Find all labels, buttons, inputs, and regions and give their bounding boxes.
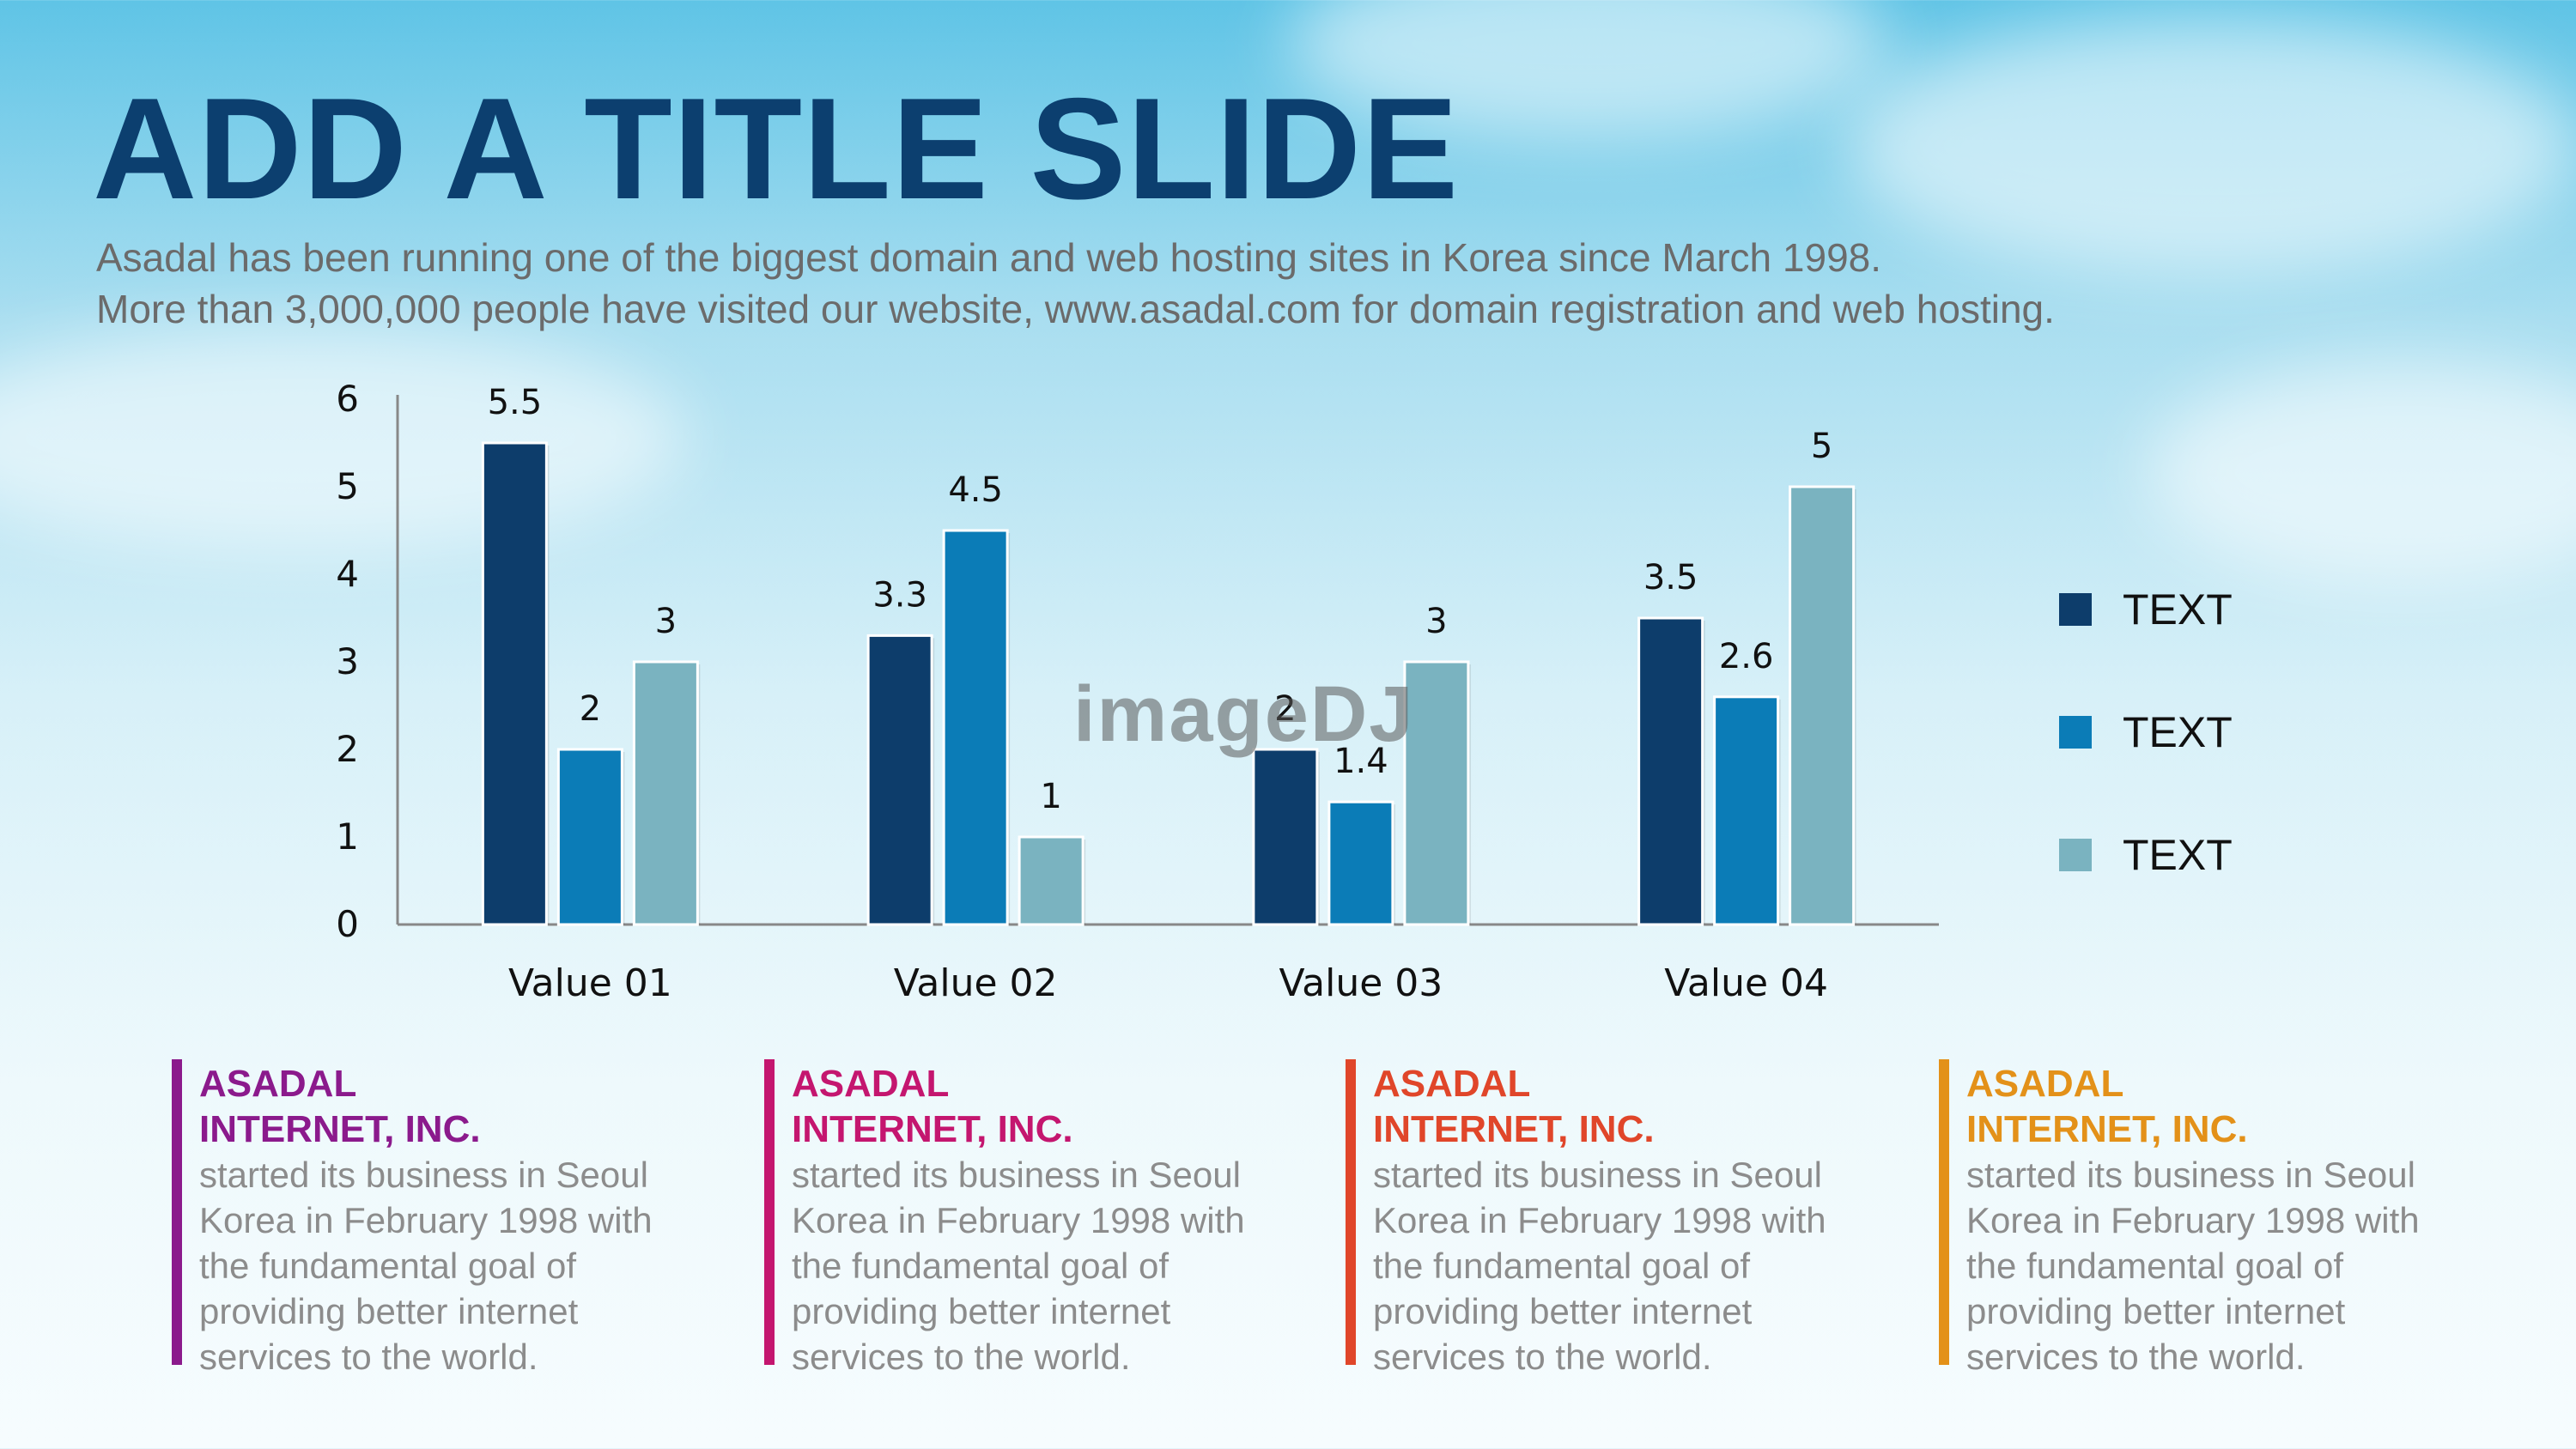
block-accent-bar (764, 1059, 775, 1365)
block-heading: ASADAL INTERNET, INC. (199, 1063, 481, 1150)
subtitle-line-2: More than 3,000,000 people have visited … (96, 287, 2055, 331)
block-heading: ASADAL INTERNET, INC. (1966, 1063, 2248, 1150)
info-block: ASADAL INTERNET, INC. started its busines… (1939, 1059, 2516, 1377)
x-tick-label: Value 01 (508, 961, 672, 1005)
data-label: 3 (1425, 602, 1447, 641)
info-block: ASADAL INTERNET, INC. started its busines… (1346, 1059, 1923, 1377)
bar (481, 441, 548, 926)
bar (1327, 800, 1394, 926)
x-tick-label: Value 03 (1279, 961, 1443, 1005)
y-tick-label: 5 (336, 465, 359, 507)
block-body: started its business in Seoul Korea in F… (792, 1155, 1245, 1377)
block-heading: ASADAL INTERNET, INC. (1373, 1063, 1655, 1150)
bar (556, 748, 623, 926)
bar (632, 660, 699, 926)
y-tick-label: 1 (336, 815, 359, 858)
y-tick-label: 6 (336, 378, 359, 420)
y-tick-label: 3 (336, 640, 359, 682)
bar (1637, 616, 1704, 926)
data-label: 2 (580, 689, 601, 729)
cloud-decoration (0, 326, 687, 549)
bar (1403, 660, 1470, 926)
y-tick-label: 4 (336, 553, 359, 595)
bar (1252, 748, 1319, 926)
legend-label: TEXT (2123, 831, 2233, 879)
x-tick-label: Value 04 (1664, 961, 1828, 1005)
data-label: 3 (655, 602, 677, 641)
x-tick-label: Value 02 (894, 961, 1058, 1005)
bar (1018, 835, 1084, 926)
legend-swatch (2059, 593, 2092, 626)
data-label: 2 (1274, 689, 1296, 729)
block-body: started its business in Seoul Korea in F… (1373, 1155, 1826, 1377)
legend-swatch (2059, 839, 2092, 871)
legend-item: TEXT (2059, 584, 2233, 635)
cloud-decoration (2147, 361, 2576, 584)
block-accent-bar (172, 1059, 182, 1365)
data-label: 4.5 (948, 470, 1003, 510)
data-label: 1.4 (1334, 742, 1388, 781)
bar-chart: 0 1 2 3 4 5 6 5.5 2 3 Value 01 3.3 4.5 1 Value 02 2 1.4 3… (336, 378, 1939, 1005)
legend-swatch (2059, 716, 2092, 749)
info-block: ASADAL INTERNET, INC. started its busines… (172, 1059, 749, 1377)
data-label: 5 (1811, 427, 1832, 466)
block-accent-bar (1939, 1059, 1949, 1365)
data-label: 3.3 (872, 575, 927, 615)
data-label: 3.5 (1643, 558, 1698, 597)
bar (942, 529, 1009, 926)
block-body: started its business in Seoul Korea in F… (1966, 1155, 2420, 1377)
data-label: 5.5 (488, 383, 543, 422)
bar (1713, 695, 1780, 926)
slide-title: ADD A TITLE SLIDE (93, 68, 1460, 229)
legend-label: TEXT (2123, 708, 2233, 756)
subtitle-line-1: Asadal has been running one of the bigge… (96, 235, 1882, 280)
bar (866, 634, 933, 926)
block-heading: ASADAL INTERNET, INC. (792, 1063, 1073, 1150)
y-tick-label: 0 (336, 903, 359, 945)
info-block: ASADAL INTERNET, INC. started its busines… (764, 1059, 1341, 1377)
data-label: 1 (1040, 777, 1061, 816)
cloud-decoration (1846, 17, 2576, 275)
legend-item: TEXT (2059, 829, 2233, 881)
legend-label: TEXT (2123, 585, 2233, 634)
block-accent-bar (1346, 1059, 1356, 1365)
watermark-logo: imageDJ (1073, 670, 1415, 758)
block-body: started its business in Seoul Korea in F… (199, 1155, 653, 1377)
y-tick-label: 2 (336, 728, 359, 770)
data-label: 2.6 (1719, 637, 1774, 676)
legend-item: TEXT (2059, 706, 2233, 758)
bar (1789, 485, 1856, 926)
